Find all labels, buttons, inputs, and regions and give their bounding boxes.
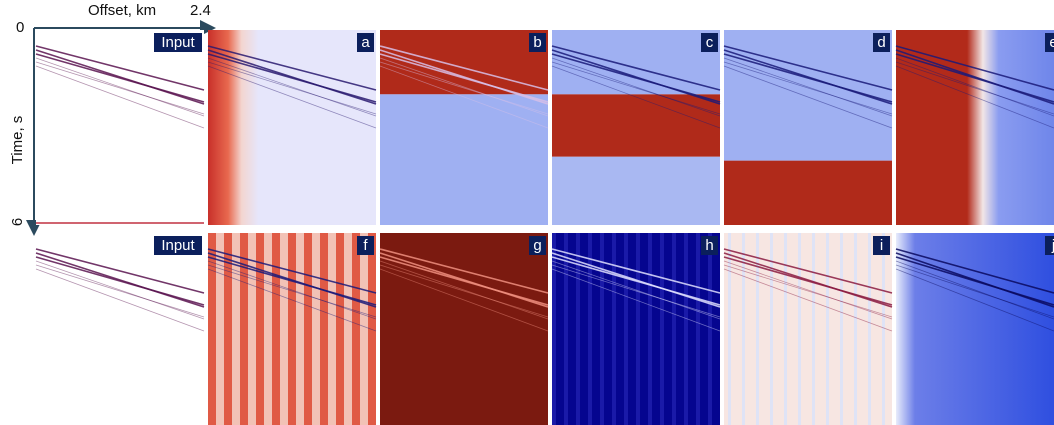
panel-background (380, 30, 548, 94)
panel: h (552, 233, 720, 425)
panel-label: i (880, 237, 883, 254)
panel-background (36, 30, 204, 225)
panel-label: g (533, 237, 541, 254)
panel-label: Input (161, 34, 195, 51)
panel: j (896, 233, 1054, 425)
panel: c (552, 30, 720, 225)
panel-label: e (1049, 34, 1054, 51)
panel-label: d (877, 34, 885, 51)
panel-label: a (361, 34, 370, 51)
y-end-label: 6 (9, 218, 26, 226)
y-label: Time, s (9, 116, 26, 165)
panel-background (208, 30, 376, 225)
panel-background (552, 157, 720, 225)
panel-background (896, 30, 1054, 225)
panel-background (552, 30, 720, 94)
x-end-label: 2.4 (190, 2, 211, 19)
panel: d (724, 30, 892, 225)
panel: g (380, 233, 548, 425)
y-start-label: 0 (16, 19, 24, 36)
panel: i (724, 233, 892, 425)
panel-label: c (706, 34, 714, 51)
panel: e (896, 30, 1054, 225)
panel: Input (36, 30, 204, 225)
panel: f (208, 233, 376, 425)
panel-label: b (533, 34, 541, 51)
panel-background (552, 94, 720, 156)
panel-background (724, 161, 892, 225)
panel: a (208, 30, 376, 225)
panel: b (380, 30, 548, 225)
panel: Input (36, 233, 204, 425)
panel-background (380, 94, 548, 225)
x-label: Offset, km (88, 2, 156, 19)
figure: Offset, km 2.4 0 Time, s 6 Input a b c d e Inp… (0, 0, 1054, 425)
panel-label: h (705, 237, 713, 254)
panel-label: Input (161, 237, 195, 254)
